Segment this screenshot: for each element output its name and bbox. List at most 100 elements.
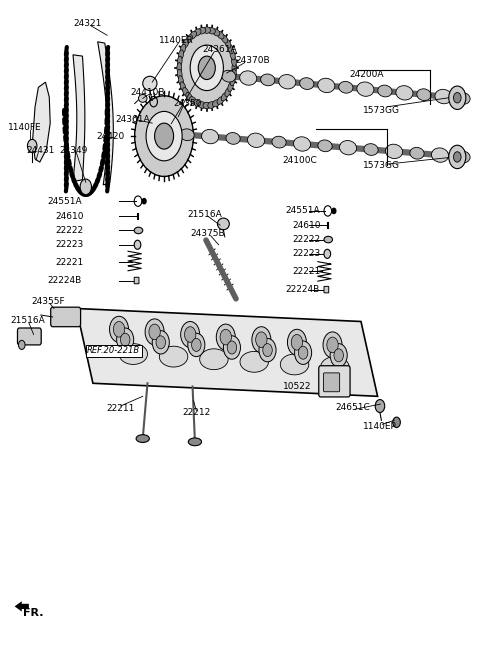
Polygon shape bbox=[97, 42, 113, 185]
Ellipse shape bbox=[201, 67, 218, 81]
Ellipse shape bbox=[180, 82, 186, 91]
Circle shape bbox=[220, 329, 231, 345]
Text: 24610: 24610 bbox=[292, 220, 321, 230]
Ellipse shape bbox=[180, 129, 194, 140]
Polygon shape bbox=[76, 308, 378, 396]
Circle shape bbox=[330, 344, 347, 367]
Ellipse shape bbox=[225, 87, 231, 96]
Ellipse shape bbox=[217, 218, 229, 230]
Ellipse shape bbox=[230, 75, 235, 86]
Ellipse shape bbox=[357, 82, 374, 96]
Circle shape bbox=[256, 332, 267, 348]
Text: 24200A: 24200A bbox=[349, 70, 384, 79]
Text: 24651C: 24651C bbox=[335, 403, 370, 412]
Ellipse shape bbox=[228, 82, 233, 91]
Ellipse shape bbox=[300, 77, 314, 89]
Ellipse shape bbox=[194, 100, 201, 107]
FancyBboxPatch shape bbox=[319, 366, 350, 397]
Circle shape bbox=[156, 336, 166, 349]
Text: 10522: 10522 bbox=[283, 382, 311, 391]
Ellipse shape bbox=[231, 70, 236, 79]
Ellipse shape bbox=[203, 27, 211, 33]
Ellipse shape bbox=[228, 44, 233, 54]
Text: 24375B: 24375B bbox=[190, 229, 225, 238]
Circle shape bbox=[263, 344, 272, 357]
Circle shape bbox=[227, 341, 237, 354]
Circle shape bbox=[134, 240, 141, 249]
Ellipse shape bbox=[203, 102, 211, 109]
Ellipse shape bbox=[435, 89, 452, 104]
FancyBboxPatch shape bbox=[134, 277, 139, 284]
Text: 24355F: 24355F bbox=[31, 297, 65, 306]
Ellipse shape bbox=[280, 354, 309, 375]
Circle shape bbox=[180, 321, 200, 348]
Circle shape bbox=[179, 30, 234, 106]
Circle shape bbox=[146, 112, 182, 161]
Text: 24361A: 24361A bbox=[116, 115, 150, 125]
Ellipse shape bbox=[194, 29, 201, 36]
Circle shape bbox=[155, 123, 174, 149]
Circle shape bbox=[327, 337, 338, 353]
Circle shape bbox=[295, 341, 312, 365]
Ellipse shape bbox=[248, 133, 264, 148]
Ellipse shape bbox=[177, 62, 181, 73]
Ellipse shape bbox=[213, 100, 220, 107]
Polygon shape bbox=[14, 601, 29, 611]
Ellipse shape bbox=[198, 28, 206, 34]
Ellipse shape bbox=[180, 44, 186, 54]
Text: 22223: 22223 bbox=[55, 240, 83, 249]
Text: 24551A: 24551A bbox=[48, 197, 83, 206]
Circle shape bbox=[152, 331, 169, 354]
Circle shape bbox=[184, 327, 196, 342]
Text: FR.: FR. bbox=[23, 608, 43, 618]
Ellipse shape bbox=[410, 148, 424, 159]
Polygon shape bbox=[33, 82, 50, 162]
Ellipse shape bbox=[221, 35, 228, 43]
Ellipse shape bbox=[183, 87, 189, 96]
Circle shape bbox=[109, 316, 129, 342]
Ellipse shape bbox=[230, 50, 235, 60]
Circle shape bbox=[120, 333, 130, 346]
Ellipse shape bbox=[179, 75, 183, 86]
Ellipse shape bbox=[293, 137, 311, 151]
Circle shape bbox=[135, 96, 193, 176]
Circle shape bbox=[259, 338, 276, 362]
Ellipse shape bbox=[225, 39, 231, 48]
Text: 21516A: 21516A bbox=[10, 316, 45, 325]
Text: REF.20-221B: REF.20-221B bbox=[87, 346, 140, 356]
Ellipse shape bbox=[179, 50, 183, 60]
Ellipse shape bbox=[136, 435, 149, 443]
Text: 24100C: 24100C bbox=[283, 155, 317, 165]
Ellipse shape bbox=[202, 129, 218, 144]
Text: 1140ER: 1140ER bbox=[159, 36, 194, 45]
FancyBboxPatch shape bbox=[17, 328, 41, 345]
Ellipse shape bbox=[221, 92, 228, 101]
Ellipse shape bbox=[261, 74, 275, 86]
Circle shape bbox=[454, 152, 461, 162]
Ellipse shape bbox=[339, 140, 357, 155]
Text: 1140EP: 1140EP bbox=[363, 422, 397, 431]
Circle shape bbox=[449, 86, 466, 110]
Circle shape bbox=[375, 400, 384, 413]
Text: 24610: 24610 bbox=[55, 212, 84, 220]
Ellipse shape bbox=[200, 349, 228, 369]
Ellipse shape bbox=[272, 136, 286, 148]
Text: 24349: 24349 bbox=[60, 146, 88, 155]
Circle shape bbox=[223, 336, 240, 359]
Circle shape bbox=[149, 324, 160, 340]
Ellipse shape bbox=[321, 357, 349, 377]
Circle shape bbox=[393, 417, 400, 428]
Circle shape bbox=[299, 346, 308, 359]
Circle shape bbox=[27, 139, 37, 152]
Text: 22222: 22222 bbox=[292, 235, 320, 244]
Ellipse shape bbox=[190, 96, 196, 104]
Circle shape bbox=[454, 92, 461, 103]
Ellipse shape bbox=[138, 94, 147, 102]
Text: 1140FE: 1140FE bbox=[8, 123, 41, 132]
Text: 24321: 24321 bbox=[73, 19, 101, 28]
Text: 22222: 22222 bbox=[55, 226, 83, 235]
Text: 22224B: 22224B bbox=[48, 276, 82, 285]
Ellipse shape bbox=[217, 31, 224, 39]
Circle shape bbox=[291, 335, 302, 350]
Circle shape bbox=[192, 338, 201, 352]
